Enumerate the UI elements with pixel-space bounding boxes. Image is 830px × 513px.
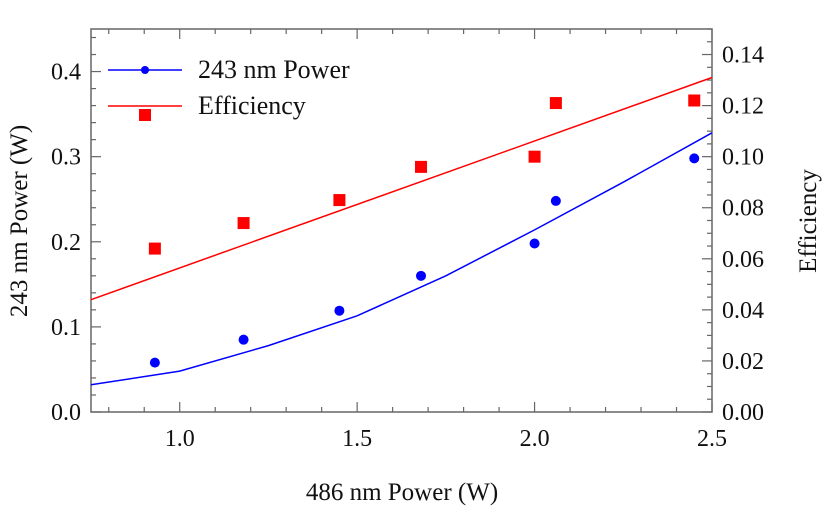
y-tick-label: 0.1 [51,315,81,341]
x-tick-label: 2.0 [520,426,550,452]
y-tick-label: 0.4 [51,60,81,86]
data-point-efficiency [333,194,346,207]
data-point-power [149,357,160,368]
legend: 243 nm Power Efficiency [108,55,350,121]
y-tick-label: 0.0 [51,400,81,426]
data-point-efficiency [237,217,250,230]
data-point-efficiency [688,94,701,107]
legend-marker-square [139,109,151,121]
plot-marks [90,76,713,386]
fit-line-efficiency [90,76,713,301]
data-point-power [529,238,540,249]
y2-tick-label: 0.02 [722,349,764,375]
data-point-efficiency [549,97,562,110]
legend-marker-circle [141,66,149,74]
data-point-efficiency [528,150,541,163]
data-point-efficiency [415,160,428,173]
y2-tick-label: 0.14 [722,43,764,69]
x-tick-label: 1.5 [342,426,372,452]
y-tick-label: 0.2 [51,230,81,256]
y-tick-label: 0.3 [51,145,81,171]
plot-frame [90,28,713,413]
y2-axis-label: Efficiency [795,169,822,273]
fit-line-power [90,132,713,386]
legend-label: 243 nm Power [198,55,350,84]
data-point-power [334,305,345,316]
y2-tick-label: 0.00 [722,400,764,426]
y2-tick-label: 0.12 [722,94,764,120]
legend-label: Efficiency [198,91,306,120]
data-point-efficiency [148,242,161,255]
x-axis-label: 486 nm Power (W) [306,479,498,506]
data-point-power [689,153,700,164]
y2-tick-label: 0.04 [722,298,764,324]
y-axis-label: 243 nm Power (W) [6,125,33,317]
y2-tick-label: 0.08 [722,196,764,222]
x-tick-label: 2.5 [697,426,727,452]
y2-tick-label: 0.06 [722,247,764,273]
x-tick-label: 1.0 [165,426,195,452]
axes: 1.0 1.5 2.0 2.5 0.0 0.1 0.2 0.3 0.4 0.00 0.02 0.04 0… [51,28,764,452]
data-point-power [238,334,249,345]
y2-tick-label: 0.10 [722,145,764,171]
data-point-power [416,270,427,281]
data-point-power [550,195,561,206]
